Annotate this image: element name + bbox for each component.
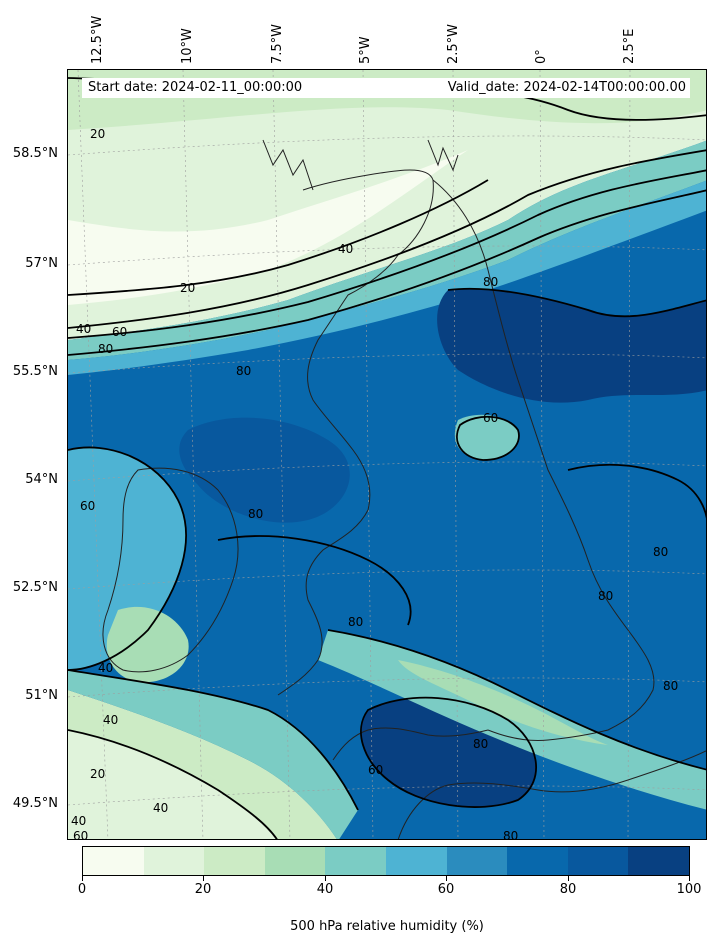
contour-label: 80 — [236, 364, 251, 378]
contour-label: 60 — [112, 325, 127, 339]
longitude-label-5w: 5°W — [358, 36, 373, 64]
colorbar-tick — [689, 876, 690, 881]
rh-contours — [68, 77, 706, 839]
colorbar-segment-4 — [325, 847, 386, 875]
contour-label: 60 — [73, 829, 88, 840]
colorbar-segment-6 — [446, 847, 508, 875]
latitude-label-49-5n: 49.5°N — [12, 796, 58, 811]
contour-60-central — [456, 415, 520, 461]
contour-label: 60 — [368, 763, 383, 777]
longitude-label-10w: 10°W — [180, 28, 195, 64]
colorbar-tick — [446, 876, 447, 881]
contour-40-southwest — [68, 669, 359, 811]
contour-label: 80 — [503, 829, 518, 840]
contour-label: 80 — [98, 342, 113, 356]
dry-patch-ireland — [106, 606, 189, 683]
contour-label: 20 — [90, 767, 105, 781]
colorbar-tick-label-20: 20 — [194, 882, 212, 897]
contour-40 — [68, 149, 706, 329]
longitude-label-0: 0° — [534, 49, 549, 64]
moist-patch-central — [454, 414, 519, 460]
longitude-label-7-5w: 7.5°W — [270, 23, 285, 64]
contour-label: 60 — [483, 411, 498, 425]
contour-label: 80 — [483, 275, 498, 289]
colorbar-tick — [203, 876, 204, 881]
contour-80-east — [567, 463, 706, 520]
colorbar-tick-label-60: 60 — [437, 882, 455, 897]
contour-60-west — [68, 446, 187, 671]
colorbar-tick-label-80: 80 — [559, 882, 577, 897]
contour-label: 40 — [338, 242, 353, 256]
contour-label: 80 — [348, 615, 363, 629]
humidity-map: 20 20 40 40 60 80 80 80 60 60 80 80 40 4… — [67, 69, 707, 840]
colorbar-segment-1 — [143, 847, 205, 875]
contour-label: 20 — [90, 127, 105, 141]
contour-label: 40 — [76, 322, 91, 336]
contour-label: 80 — [248, 507, 263, 521]
colorbar-segment-9 — [628, 847, 689, 875]
longitude-label-2-5w: 2.5°W — [446, 23, 461, 64]
moist-band-channel-inner — [398, 660, 608, 745]
contour-20-southwest — [68, 729, 278, 839]
colorbar-tick-label-100: 100 — [676, 882, 702, 897]
colorbar-tick — [568, 876, 569, 881]
colorbar-tick-label-0: 0 — [77, 882, 87, 897]
graticule — [68, 70, 706, 839]
latitude-label-57n: 57°N — [25, 256, 58, 271]
colorbar-segment-8 — [567, 847, 629, 875]
contour-label: 60 — [80, 499, 95, 513]
contour-label: 40 — [153, 801, 168, 815]
contour-label-group: 20 20 40 40 60 80 80 80 60 60 80 80 40 4… — [71, 127, 678, 840]
longitude-label-12-5w: 12.5°W — [90, 15, 105, 64]
colorbar-tick-label-40: 40 — [316, 882, 334, 897]
contour-60 — [68, 169, 706, 339]
colorbar-tick — [82, 876, 83, 881]
valid-date-label: Valid_date: 2024-02-14T00:00:00.00 — [447, 80, 686, 95]
transition-band-2 — [68, 180, 706, 375]
contour-label: 20 — [180, 281, 195, 295]
contour-label: 80 — [598, 589, 613, 603]
longitude-label-2-5e: 2.5°E — [622, 28, 637, 64]
colorbar-segment-5 — [385, 847, 447, 875]
contour-label: 40 — [71, 814, 86, 828]
colorbar — [82, 846, 690, 876]
very-humid-patch-3 — [179, 417, 350, 523]
very-dry-band — [68, 150, 468, 305]
contour-80-mid — [217, 535, 412, 626]
latitude-label-55-5n: 55.5°N — [12, 364, 58, 379]
contour-80-patch-1 — [447, 287, 706, 318]
contour-label: 40 — [98, 661, 113, 675]
humidity-map-svg: 20 20 40 40 60 80 80 80 60 60 80 80 40 4… — [68, 70, 706, 840]
colorbar-segment-2 — [204, 847, 265, 875]
coastlines — [102, 139, 706, 839]
contour-label: 80 — [653, 545, 668, 559]
colorbar-segment-0 — [83, 847, 144, 875]
contour-60-channel — [327, 629, 706, 771]
latitude-label-54n: 54°N — [25, 472, 58, 487]
latitude-label-52-5n: 52.5°N — [12, 580, 58, 595]
latitude-label-51n: 51°N — [25, 688, 58, 703]
colorbar-segment-7 — [507, 847, 568, 875]
latitude-label-58-5n: 58.5°N — [12, 146, 58, 161]
drier-area-southwest — [68, 730, 277, 839]
colorbar-segment-3 — [264, 847, 326, 875]
start-date-label: Start date: 2024-02-11_00:00:00 — [88, 80, 303, 95]
contour-label: 40 — [103, 713, 118, 727]
very-humid-patch-1 — [437, 288, 706, 403]
contour-80-patch-2 — [360, 696, 537, 808]
contour-label: 80 — [473, 737, 488, 751]
contour-label: 80 — [663, 679, 678, 693]
contour-80 — [68, 189, 706, 356]
contour-20-band — [68, 179, 489, 296]
colorbar-tick — [325, 876, 326, 881]
date-header: Start date: 2024-02-11_00:00:00 Valid_da… — [82, 78, 690, 98]
moist-area-southwest — [68, 670, 358, 839]
colorbar-title: 500 hPa relative humidity (%) — [290, 919, 484, 934]
